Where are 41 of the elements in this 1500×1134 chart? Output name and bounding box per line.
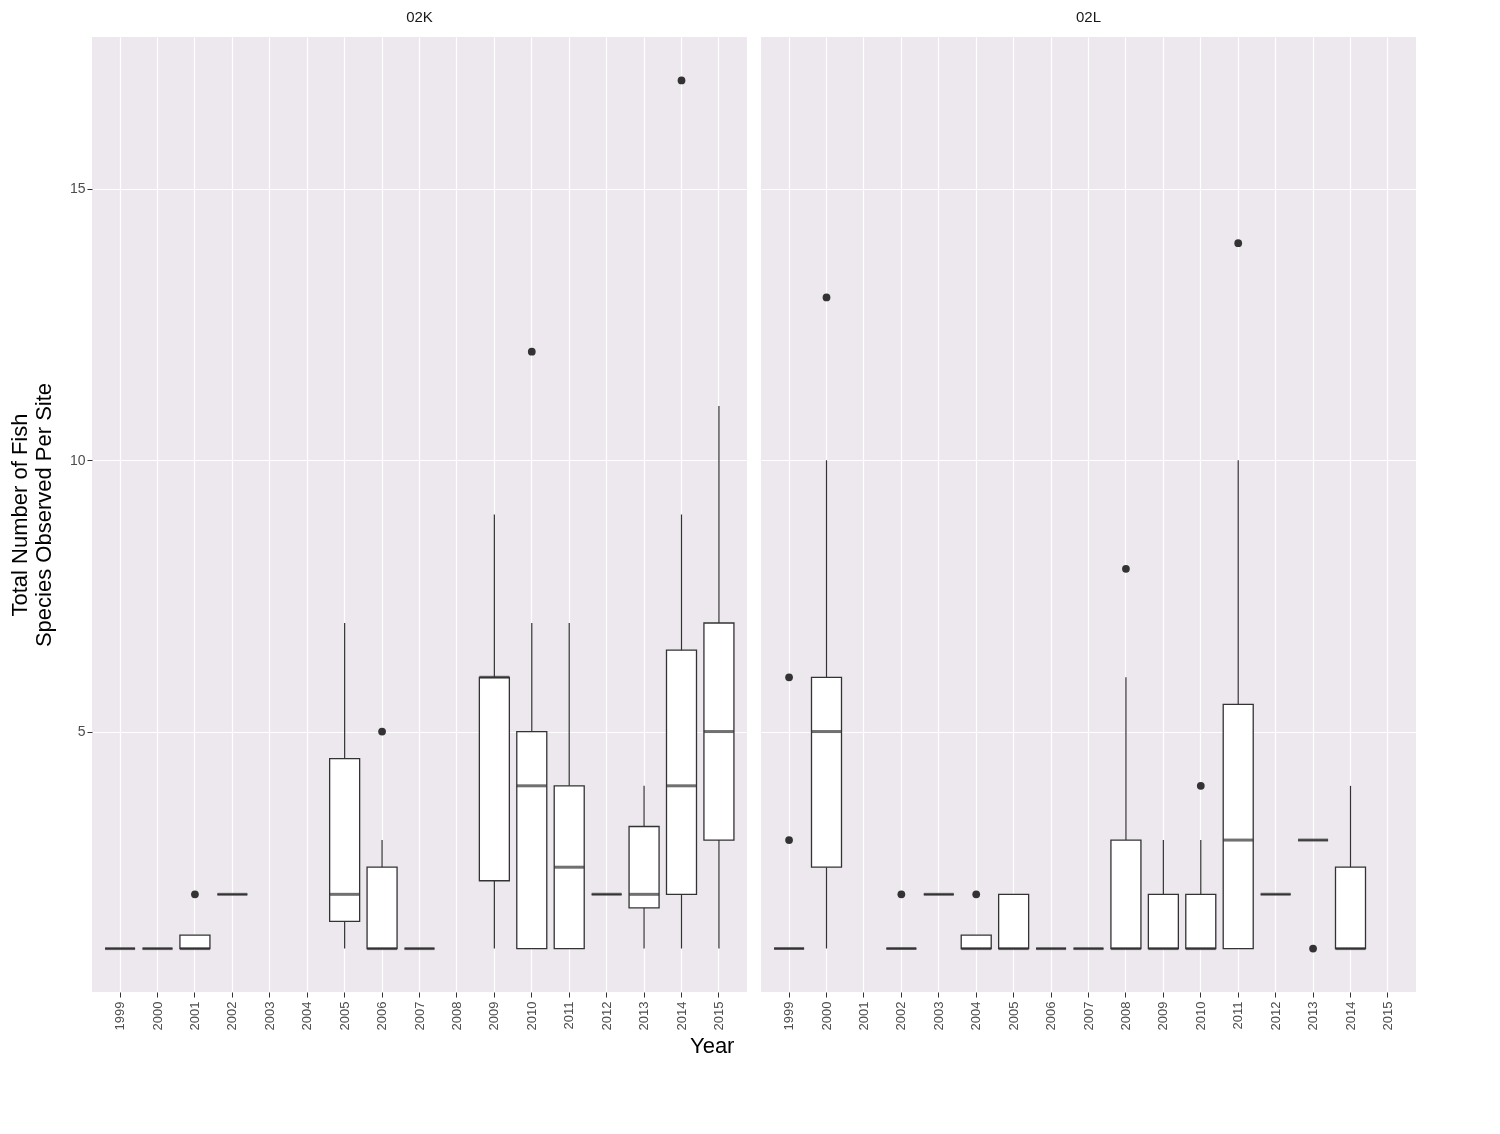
x-tick-label: 2007 (411, 1001, 427, 1031)
x-tick-label: 2003 (930, 1001, 946, 1031)
y-tick-label: 5 (77, 723, 86, 740)
x-tick-label: 2004 (299, 1001, 315, 1031)
x-tick-label: 2009 (1155, 1001, 1171, 1031)
x-axis-title: Year (689, 1032, 735, 1058)
x-tick-label: 2005 (336, 1001, 352, 1031)
x-tick-label: 2001 (855, 1001, 871, 1031)
x-tick-label: 2011 (1230, 1001, 1246, 1030)
x-tick-label: 2014 (1342, 1001, 1358, 1031)
y-axis-title: Total Number of Fish Species Observed Per Site (6, 382, 56, 648)
x-tick-label: 2013 (636, 1001, 652, 1031)
x-tick-label: 2002 (224, 1001, 240, 1031)
x-tick-label: 2012 (1267, 1001, 1283, 1031)
y-tick-label: 10 (69, 451, 86, 468)
x-tick-label: 2008 (1117, 1001, 1133, 1031)
x-tick-label: 2000 (818, 1001, 834, 1031)
x-tick-label: 2012 (598, 1001, 614, 1031)
x-tick-label: 1999 (781, 1001, 797, 1031)
x-tick-label: 1999 (112, 1001, 128, 1031)
x-tick-label: 2005 (1005, 1001, 1021, 1031)
x-tick-label: 2009 (486, 1001, 502, 1031)
x-tick-label: 2004 (968, 1001, 984, 1031)
x-tick-label: 2002 (893, 1001, 909, 1031)
x-tick-label: 2006 (374, 1001, 390, 1031)
x-tick-label: 2014 (673, 1001, 689, 1031)
x-tick-label: 2010 (1192, 1001, 1208, 1031)
x-tick-label: 2003 (261, 1001, 277, 1031)
x-tick-label: 2010 (523, 1001, 539, 1031)
x-tick-label: 2015 (1379, 1001, 1395, 1031)
x-tick-label: 2015 (710, 1001, 726, 1031)
chart-title: 02L (1075, 8, 1102, 25)
x-tick-label: 2007 (1080, 1001, 1096, 1031)
chart-title: 02K (406, 8, 433, 25)
x-tick-label: 2000 (149, 1001, 165, 1031)
x-tick-label: 2013 (1305, 1001, 1321, 1031)
x-tick-label: 2011 (561, 1001, 577, 1030)
x-tick-label: 2008 (448, 1001, 464, 1031)
x-tick-label: 2001 (186, 1001, 202, 1031)
x-tick-label: 2006 (1043, 1001, 1059, 1031)
y-tick-label: 15 (69, 180, 86, 197)
